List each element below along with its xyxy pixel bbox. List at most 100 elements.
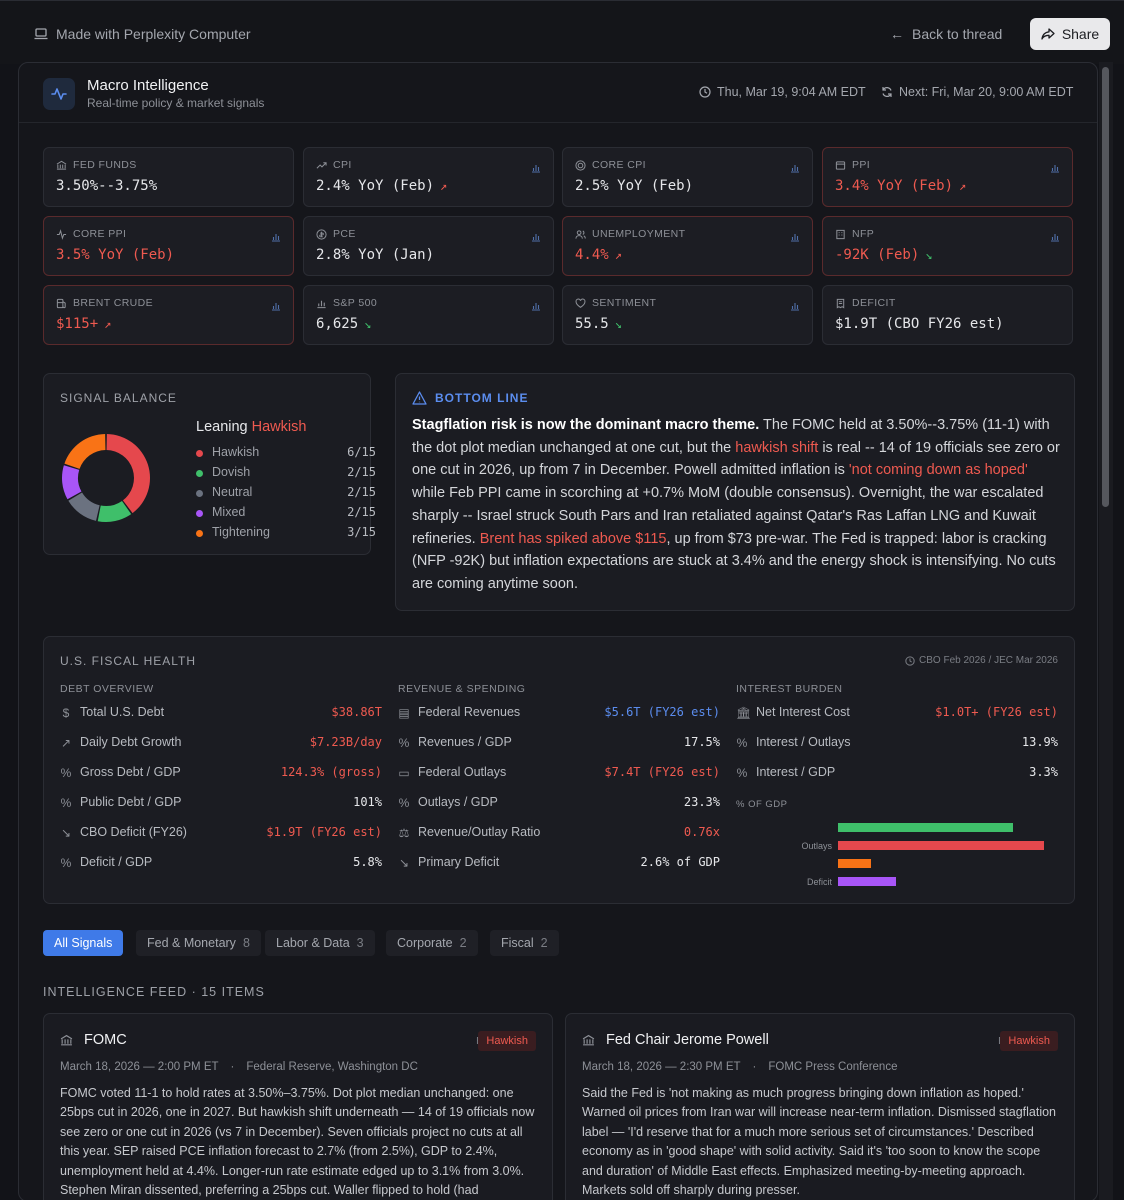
app-title: Macro Intelligence [87, 77, 209, 94]
fiscal-row-daily-debt-growth: ↗ Daily Debt Growth $7.23B/day [60, 735, 382, 753]
highlight-brent: Brent has spiked above $115 [479, 530, 667, 547]
metric-label: CPI [316, 159, 352, 171]
metric-card-brent-crude[interactable]: BRENT CRUDE $115+ ↗ [43, 285, 294, 345]
gdp-bar-label: Outlays [801, 841, 832, 851]
tab-fed-monetary[interactable]: Fed & Monetary 8 [136, 930, 261, 956]
metric-label: FED FUNDS [56, 159, 137, 171]
metric-card-unemployment[interactable]: UNEMPLOYMENT 4.4% ↗ [562, 216, 813, 276]
metric-value: 2.4% YoY (Feb) ↗ [316, 178, 447, 194]
signal-balance-title: SIGNAL BALANCE [60, 391, 177, 405]
fiscal-row-total-u-s-debt: $ Total U.S. Debt $38.86T [60, 705, 382, 723]
legend-item-tightening: Tightening 3/15 [196, 525, 376, 541]
metric-card-fed-funds[interactable]: FED FUNDS 3.50%--3.75% [43, 147, 294, 207]
donut-slice-neutral [68, 492, 100, 521]
donut-slice-tightening [64, 434, 106, 469]
tab-corporate[interactable]: Corporate 2 [386, 930, 478, 956]
gdp-bar-label: Deficit [807, 877, 833, 887]
bank-icon [56, 160, 67, 170]
metric-value: 6,625 ↘ [316, 316, 371, 332]
metric-card-core-ppi[interactable]: CORE PPI 3.5% YoY (Feb) [43, 216, 294, 276]
box-icon [835, 160, 846, 170]
fuel-icon [56, 298, 66, 308]
metric-card-deficit[interactable]: DEFICIT $1.9T (CBO FY26 est) [822, 285, 1073, 345]
legend-name: Mixed [212, 505, 246, 519]
metric-card-pce[interactable]: PCE 2.8% YoY (Jan) [303, 216, 554, 276]
metric-card-sentiment[interactable]: SENTIMENT 55.5 ↘ [562, 285, 813, 345]
metric-value-text: $1.9T (CBO FY26 est) [835, 316, 1004, 332]
metric-value: 2.5% YoY (Feb) [575, 178, 693, 194]
legend-dot [196, 450, 203, 457]
bars-icon [317, 300, 326, 308]
target-icon [575, 159, 586, 171]
metric-card-nfp[interactable]: NFP -92K (Feb) ↘ [822, 216, 1073, 276]
back-to-thread-link[interactable]: ← Back to thread [890, 26, 1002, 42]
tab-all-signals[interactable]: All Signals [43, 930, 124, 956]
fiscal-row-name: Outlays / GDP [418, 795, 498, 809]
tab-label: Labor & Data [276, 936, 350, 950]
mini-chart-icon[interactable] [271, 301, 281, 311]
metric-value: $115+ ↗ [56, 316, 111, 332]
fiscal-row-icon: % [736, 766, 748, 780]
mini-chart-icon[interactable] [790, 232, 800, 242]
fiscal-row-net-interest-cost: 🏛 Net Interest Cost $1.0T+ (FY26 est) [736, 705, 1058, 723]
metric-value-text: 2.4% YoY (Feb) [316, 178, 435, 194]
feed-card-meta: March 18, 2026 — 2:30 PM ET · FOMC Press C… [582, 1061, 898, 1073]
refresh-icon [882, 87, 892, 97]
trend-down-icon: ↘ [925, 248, 933, 262]
tab-labor-data[interactable]: Labor & Data 3 [265, 930, 375, 956]
donut-slice-dovish [97, 500, 132, 522]
feed-card-title: Fed Chair Jerome Powell [606, 1032, 769, 1048]
share-button[interactable]: Share [1030, 18, 1110, 50]
made-with-link[interactable]: Made with Perplexity Computer [34, 26, 251, 42]
fiscal-row-federal-revenues: ▤ Federal Revenues $5.6T (FY26 est) [398, 705, 720, 723]
mini-chart-icon[interactable] [1050, 232, 1060, 242]
fiscal-row-name: Revenues / GDP [418, 735, 512, 749]
metric-value: 4.4% ↗ [575, 247, 622, 263]
fiscal-health-panel: U.S. FISCAL HEALTH CBO Feb 2026 / JEC Ma… [43, 636, 1075, 904]
metric-value-text: 55.5 [575, 316, 609, 332]
fiscal-row-value: $1.9T (FY26 est) [266, 825, 382, 839]
metric-value: 55.5 ↘ [575, 316, 622, 332]
tab-count: 2 [540, 936, 548, 950]
tab-label: Corporate [397, 936, 453, 950]
fiscal-row-revenue-outlay-ratio: ⚖ Revenue/Outlay Ratio 0.76x [398, 825, 720, 843]
trend-up-icon: ↗ [614, 248, 622, 262]
fiscal-row-cbo-deficit-fy26-: ↘ CBO Deficit (FY26) $1.9T (FY26 est) [60, 825, 382, 843]
mini-chart-icon[interactable] [271, 232, 281, 242]
metric-card-core-cpi[interactable]: CORE CPI 2.5% YoY (Feb) [562, 147, 813, 207]
stance-badge: Hawkish [478, 1031, 536, 1051]
legend-dot [196, 530, 203, 537]
legend-name: Neutral [212, 485, 253, 499]
tab-label: All Signals [54, 936, 113, 950]
metric-value-text: 2.5% YoY (Feb) [575, 178, 694, 194]
feed-card[interactable]: Fed Chair Jerome PowellP1HawkishMarch 18… [565, 1013, 1075, 1200]
scrollbar-thumb[interactable] [1102, 67, 1109, 507]
mini-chart-icon[interactable] [531, 232, 541, 242]
fiscal-row-outlays-gdp: % Outlays / GDP 23.3% [398, 795, 720, 813]
feed-card[interactable]: FOMCP1HawkishMarch 18, 2026 — 2:00 PM ET… [43, 1013, 553, 1200]
coin-icon [316, 228, 327, 240]
fiscal-row-federal-outlays: ▭ Federal Outlays $7.4T (FY26 est) [398, 765, 720, 783]
metric-card-cpi[interactable]: CPI 2.4% YoY (Feb) ↗ [303, 147, 554, 207]
metric-value: 3.50%--3.75% [56, 178, 157, 194]
tab-fiscal[interactable]: Fiscal 2 [490, 930, 559, 956]
bottom-line-part: while Feb PPI came in scorching at +0.7%… [412, 485, 1044, 547]
trend-down-icon: ↘ [614, 317, 622, 331]
debt-overview-heading: DEBT OVERVIEW [60, 683, 154, 695]
metric-card-s-p-500[interactable]: S&P 500 6,625 ↘ [303, 285, 554, 345]
feed-card-meta: March 18, 2026 — 2:00 PM ET · Federal Rese… [60, 1061, 418, 1073]
mini-chart-icon[interactable] [790, 163, 800, 173]
mini-chart-icon[interactable] [790, 301, 800, 311]
legend-item-mixed: Mixed 2/15 [196, 505, 376, 521]
metric-card-ppi[interactable]: PPI 3.4% YoY (Feb) ↗ [822, 147, 1073, 207]
mini-chart-icon[interactable] [531, 163, 541, 173]
fiscal-row-icon: % [60, 796, 72, 810]
mini-chart-icon[interactable] [1050, 163, 1060, 173]
bank-icon [582, 1034, 595, 1046]
clock-icon [699, 86, 711, 98]
gdp-bar-0 [838, 823, 1013, 832]
mini-chart-icon[interactable] [531, 301, 541, 311]
fiscal-row-name: Daily Debt Growth [80, 735, 182, 749]
metric-value: 3.5% YoY (Feb) [56, 247, 174, 263]
pulse-logo-icon [43, 78, 75, 110]
